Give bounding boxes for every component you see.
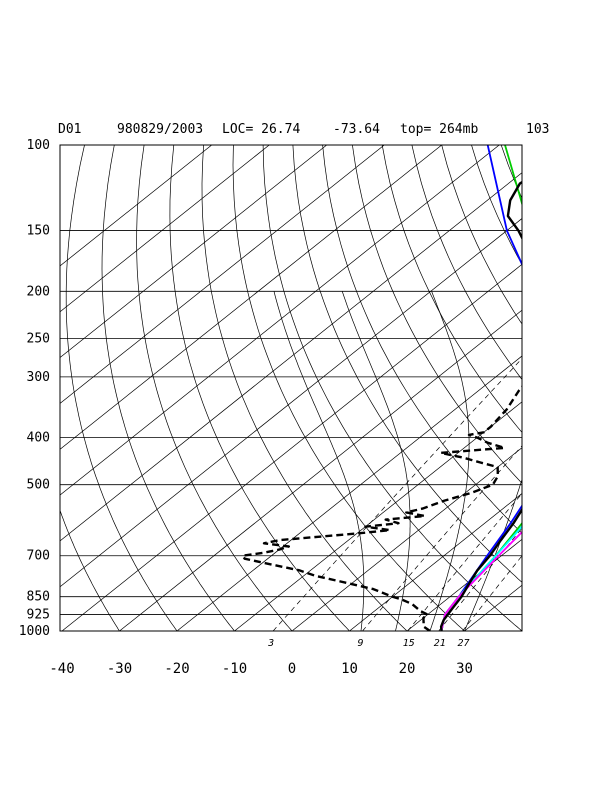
header-datetime: 980829/2003 <box>117 122 203 137</box>
isotherm-line <box>235 145 612 631</box>
isotherm-line <box>0 145 442 631</box>
dry-adiabat-line <box>591 145 612 631</box>
chart-header: D01 980829/2003 LOC= 26.74 -73.64 top= 2… <box>58 122 549 137</box>
isotherm-line <box>350 145 612 631</box>
mixing-ratio-label: 21 <box>434 638 446 649</box>
y-tick-label: 300 <box>27 370 50 385</box>
y-tick-label: 1000 <box>19 624 50 639</box>
dry-adiabat-line <box>531 145 612 631</box>
y-tick-label: 400 <box>27 431 50 446</box>
magenta-series <box>442 145 608 631</box>
y-tick-label: 200 <box>27 284 50 299</box>
dewpoint-series <box>243 370 531 631</box>
dry-adiabat-line <box>66 145 177 631</box>
y-tick-label: 250 <box>27 331 50 346</box>
dry-adiabat-line <box>170 145 350 631</box>
mixing-ratio-label: 15 <box>403 638 415 649</box>
chart-grid <box>0 145 612 631</box>
mixing-ratio-labels: 3 9 15 21 27 <box>267 638 469 649</box>
x-tick-label: -30 <box>107 661 132 677</box>
plot-frame <box>60 145 522 631</box>
dry-adiabat-line <box>102 145 235 631</box>
y-tick-label: 100 <box>27 138 50 153</box>
x-tick-label: 10 <box>341 661 358 677</box>
chart-series <box>243 145 608 631</box>
y-tick-label: 700 <box>27 549 50 564</box>
mixing-ratio-line <box>439 291 612 631</box>
green-series <box>442 145 564 631</box>
dry-adiabat-line <box>233 145 465 631</box>
y-tick-label: 850 <box>27 590 50 605</box>
isotherm-line <box>120 145 612 631</box>
header-longitude: -73.64 <box>333 122 380 137</box>
mixing-ratio-label: 3 <box>267 638 274 649</box>
dry-adiabat-line <box>202 145 407 631</box>
isotherm-line <box>580 145 612 631</box>
mixing-ratio-line <box>363 291 612 631</box>
x-tick-label: -10 <box>222 661 247 677</box>
moist-adiabat-line <box>342 291 410 631</box>
dry-adiabat-line <box>412 145 612 631</box>
isotherm-line <box>522 145 612 631</box>
header-location: LOC= 26.74 <box>222 122 300 137</box>
dry-adiabat-line <box>561 145 612 631</box>
isotherm-line <box>0 145 557 631</box>
temperature-series <box>441 145 580 631</box>
mixing-ratio-label: 27 <box>458 638 470 649</box>
mixing-ratio-label: 9 <box>358 638 364 649</box>
mixing-ratio-line <box>408 291 612 631</box>
header-domain-id: D01 <box>58 122 81 137</box>
mixing-ratio-line <box>463 291 612 631</box>
dry-adiabat-line <box>263 145 522 631</box>
x-axis-labels: -40 -30 -20 -10 0 10 20 30 <box>49 661 473 677</box>
header-station-number: 103 <box>526 122 549 137</box>
x-tick-label: -20 <box>164 661 189 677</box>
y-tick-label: 150 <box>27 224 50 239</box>
isotherm-line <box>62 145 612 631</box>
header-top-pressure: top= 264mb <box>400 122 478 137</box>
y-tick-label: 500 <box>27 478 50 493</box>
x-tick-label: 20 <box>399 661 416 677</box>
x-tick-label: 0 <box>288 661 296 677</box>
y-tick-label: 925 <box>27 608 50 623</box>
isotherm-line <box>5 145 612 631</box>
mixing-ratio-line <box>273 291 585 631</box>
x-tick-label: 30 <box>456 661 473 677</box>
dry-adiabat-line <box>501 145 612 631</box>
x-tick-label: -40 <box>49 661 74 677</box>
isotherm-line <box>0 145 384 631</box>
isotherm-line <box>177 145 612 631</box>
dry-adiabat-line <box>293 145 580 631</box>
